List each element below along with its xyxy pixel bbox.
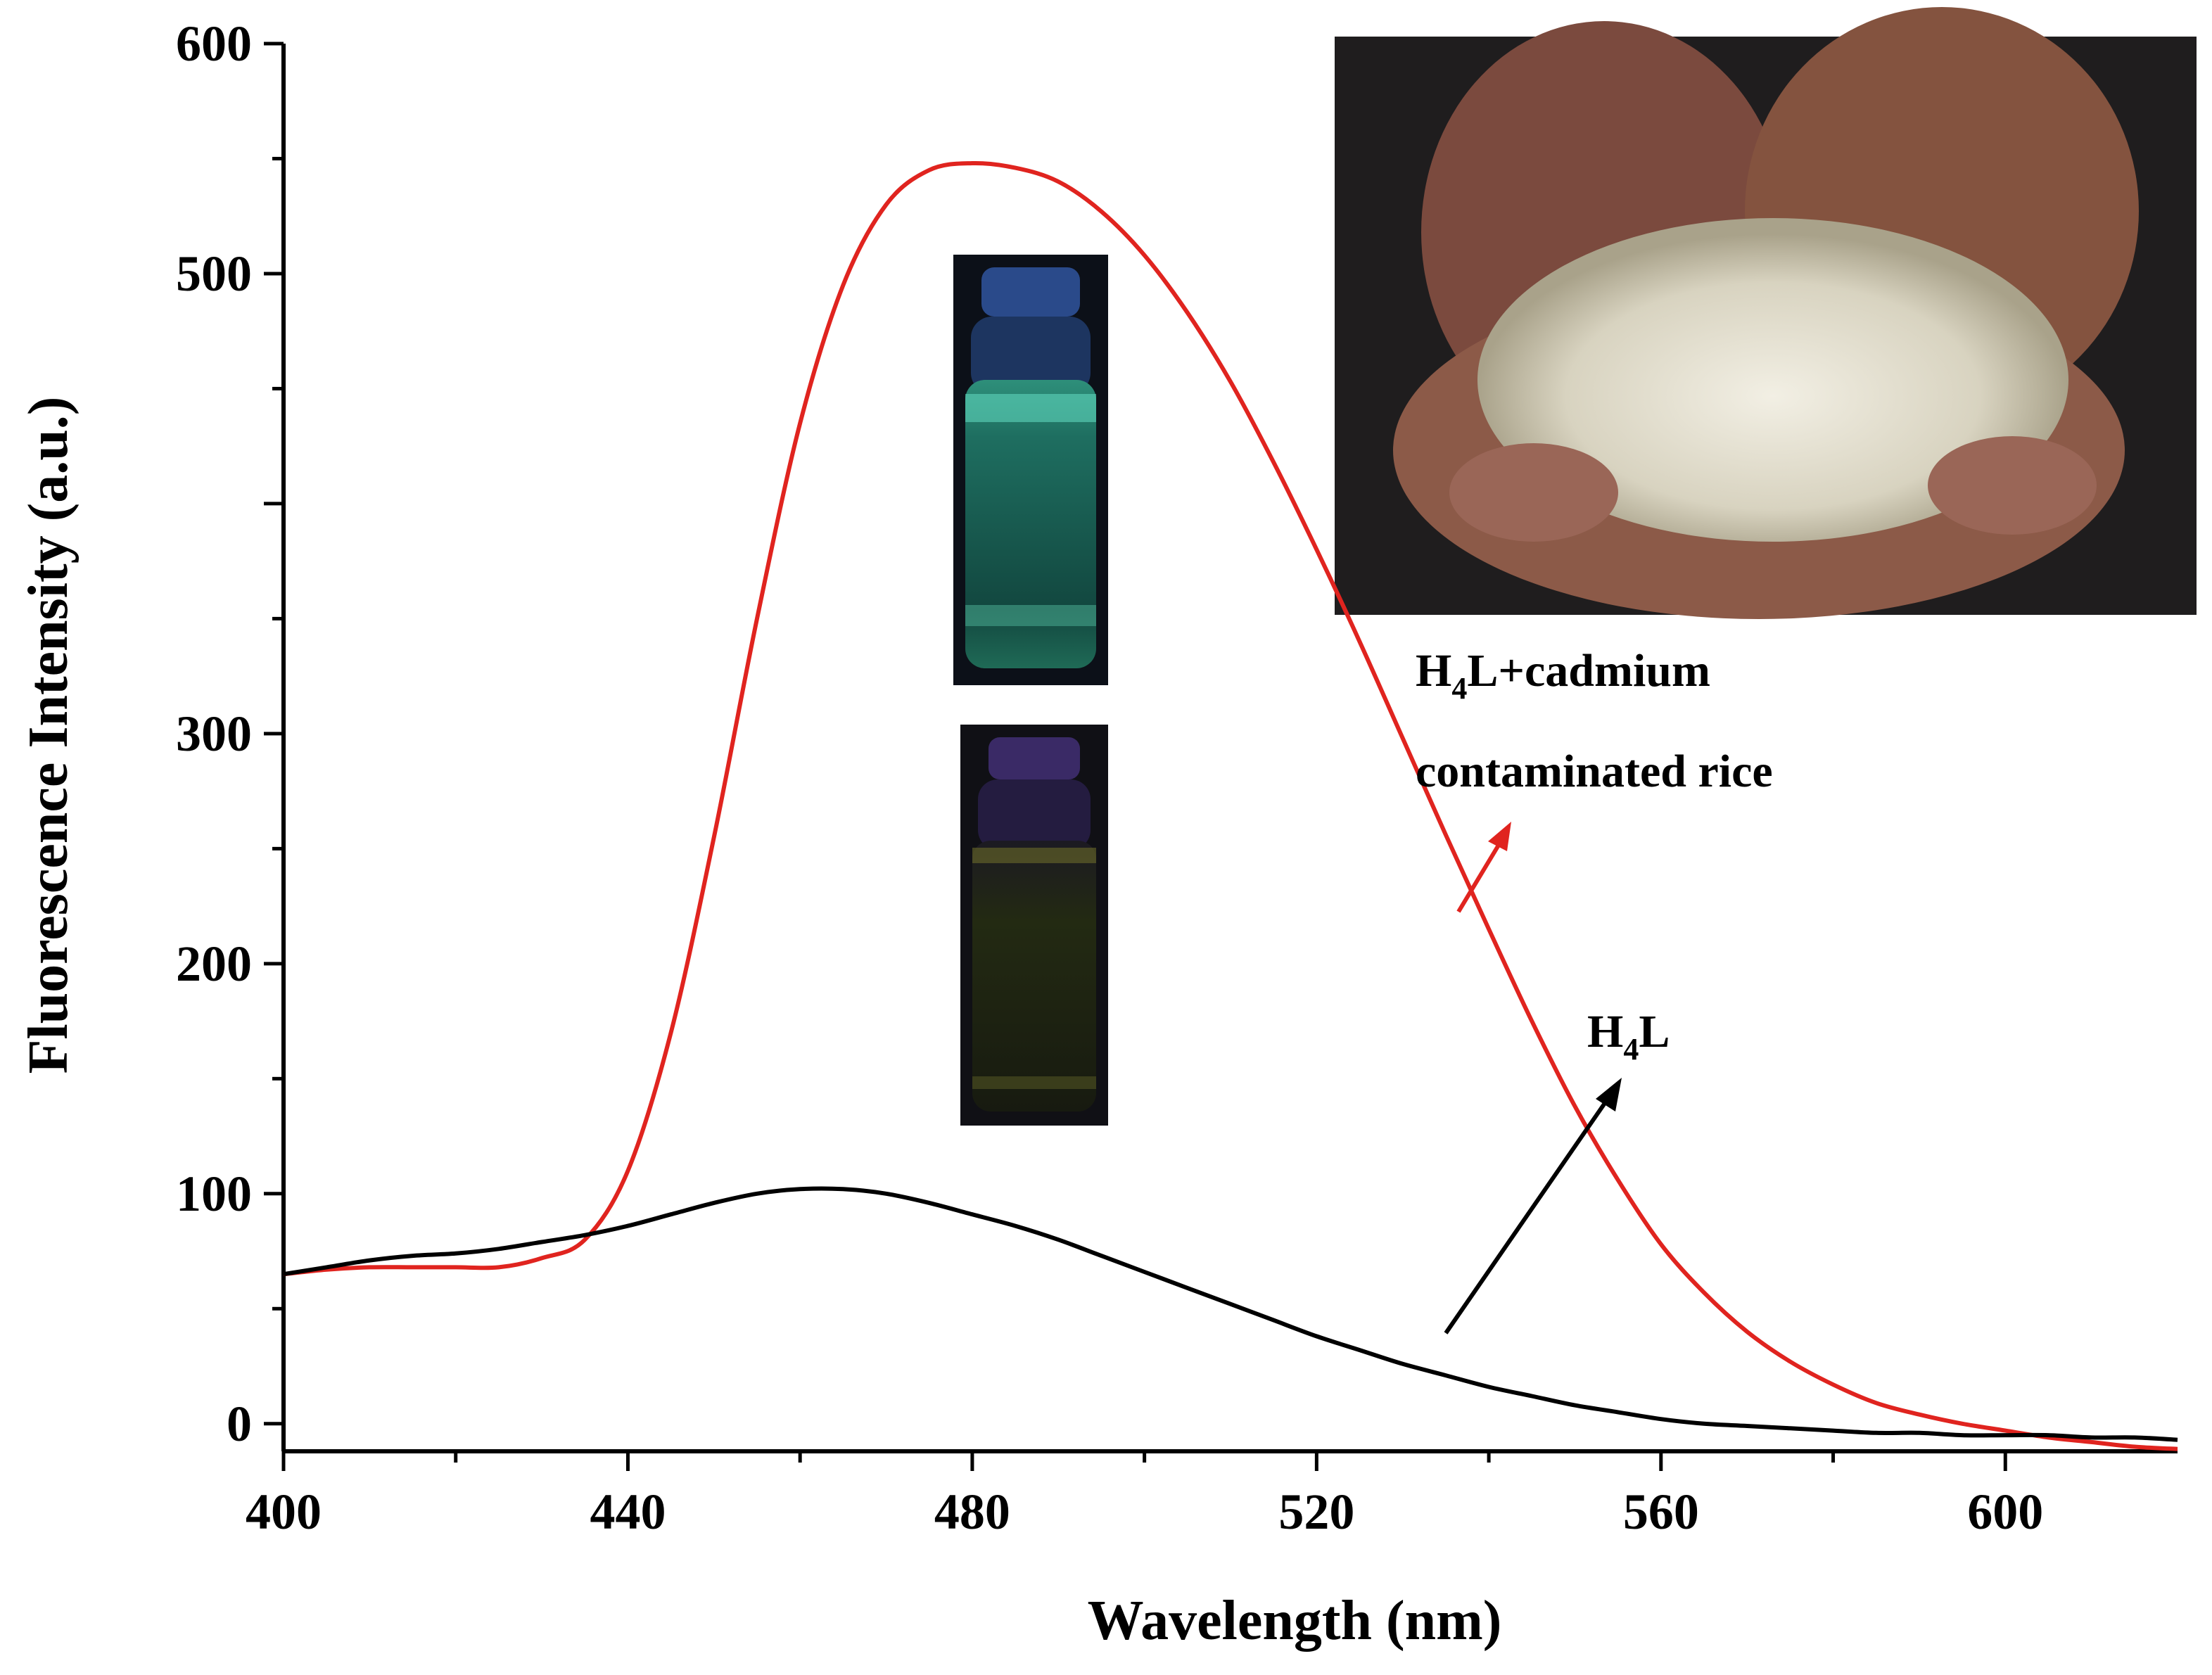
y-tick-label: 600 [176, 15, 252, 72]
annotation-red-arrow [1456, 834, 1506, 913]
annotation-black-h: H [1587, 1006, 1623, 1057]
x-tick-label: 440 [590, 1484, 666, 1540]
series-layer [283, 160, 2178, 1451]
annotation-black-arrow [1444, 1093, 1613, 1335]
annotation-black-arrowhead [1596, 1078, 1622, 1112]
rice-in-hands-photo [1335, 7, 2197, 619]
dark-vial-photo [960, 725, 1108, 1126]
y-tick-label: 300 [176, 706, 252, 762]
annotation-red-series: H4L+cadmium contaminated rice [1416, 645, 1773, 913]
svg-text:H4L+cadmium: H4L+cadmium [1416, 645, 1710, 706]
annotation-red-h: H [1416, 645, 1451, 696]
x-tick-label: 520 [1278, 1484, 1354, 1540]
y-tick-label: 500 [176, 246, 252, 302]
axes: 400 440 480 520 560 600 0 100 200 300 500 600 [176, 15, 2178, 1540]
series-line-h4l-cadmium-rice [283, 160, 2178, 1451]
x-tick-label: 600 [1967, 1484, 2043, 1540]
y-tick-label: 100 [176, 1166, 252, 1222]
svg-text:H4L: H4L [1587, 1006, 1670, 1066]
annotation-red-subscript: 4 [1451, 671, 1467, 706]
x-tick-label: 400 [246, 1484, 322, 1540]
series-line-h4l [283, 1186, 2178, 1442]
y-axis-title: Fluorescence Intensity (a.u.) [18, 397, 80, 1074]
x-tick-label: 480 [934, 1484, 1010, 1540]
annotation-black-series: H4L [1444, 1006, 1670, 1335]
annotation-black-rest: L [1639, 1006, 1670, 1057]
annotation-red-arrowhead [1488, 822, 1511, 851]
annotation-red-line2: contaminated rice [1416, 746, 1773, 797]
y-tick-label: 0 [227, 1396, 252, 1452]
y-tick-label: 200 [176, 936, 252, 992]
annotation-red-rest: L+cadmium [1467, 645, 1710, 696]
x-axis-title: Wavelength (nm) [1088, 1590, 1502, 1652]
glowing-vial-photo [953, 255, 1108, 685]
x-tick-label: 560 [1623, 1484, 1699, 1540]
annotation-black-subscript: 4 [1623, 1032, 1639, 1066]
